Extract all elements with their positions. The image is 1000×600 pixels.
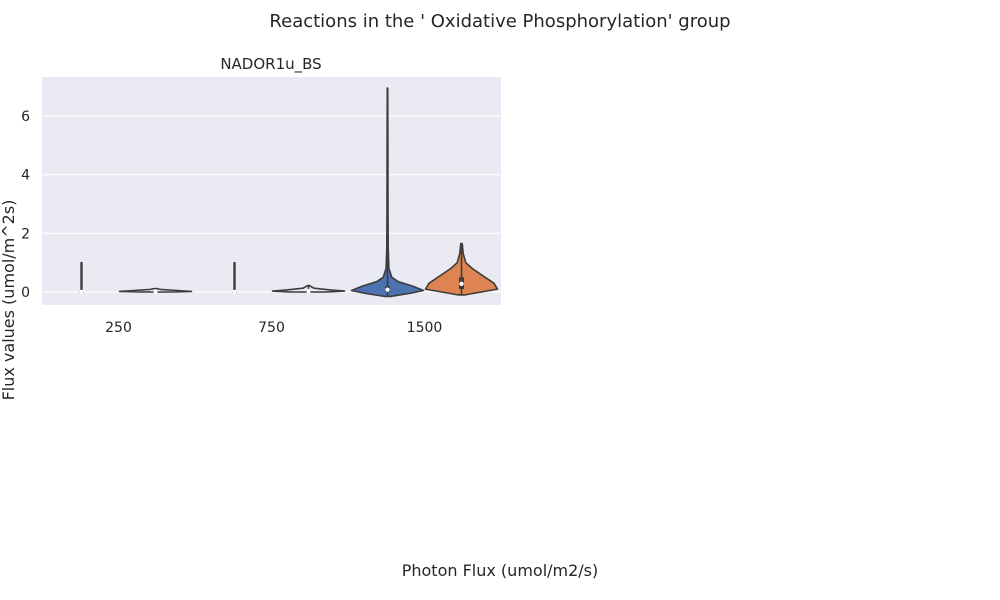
violin-median <box>153 289 158 294</box>
chart-title: NADOR1u_BS <box>220 55 321 74</box>
y-axis: 0 2 4 6 <box>21 109 30 301</box>
y-tick-label: 4 <box>21 168 30 184</box>
violin-1500-1 <box>424 242 499 296</box>
violin-750-1 <box>271 284 346 294</box>
violin-750-0 <box>232 261 237 295</box>
figure-suptitle: Reactions in the ' Oxidative Phosphoryla… <box>269 11 730 32</box>
violins <box>79 87 499 298</box>
x-tick-label: 1500 <box>407 320 443 336</box>
violin-250-0 <box>79 261 84 295</box>
violin-median <box>459 281 464 286</box>
x-tick-label: 750 <box>258 320 285 336</box>
violin-median <box>306 288 311 294</box>
violin-250-1 <box>118 287 193 294</box>
violin-body <box>80 261 83 293</box>
x-tick-label: 250 <box>105 320 132 336</box>
y-tick-label: 0 <box>21 285 30 301</box>
violin-median <box>232 289 237 295</box>
violin-median <box>79 289 84 295</box>
violin-body <box>233 261 236 293</box>
violin-1500-0 <box>350 87 425 298</box>
plot-area <box>42 77 501 305</box>
violin-chart: 0 2 4 6 250 750 1500 NADOR1u_BS Flux values (… <box>0 55 598 580</box>
gridlines <box>42 115 501 293</box>
violin-median <box>385 287 390 292</box>
x-axis-label: Photon Flux (umol/m2/s) <box>402 561 599 580</box>
y-tick-label: 2 <box>21 226 30 242</box>
y-tick-label: 6 <box>21 109 30 125</box>
y-axis-label: Flux values (umol/m^2s) <box>0 200 18 401</box>
x-axis: 250 750 1500 <box>105 320 442 336</box>
